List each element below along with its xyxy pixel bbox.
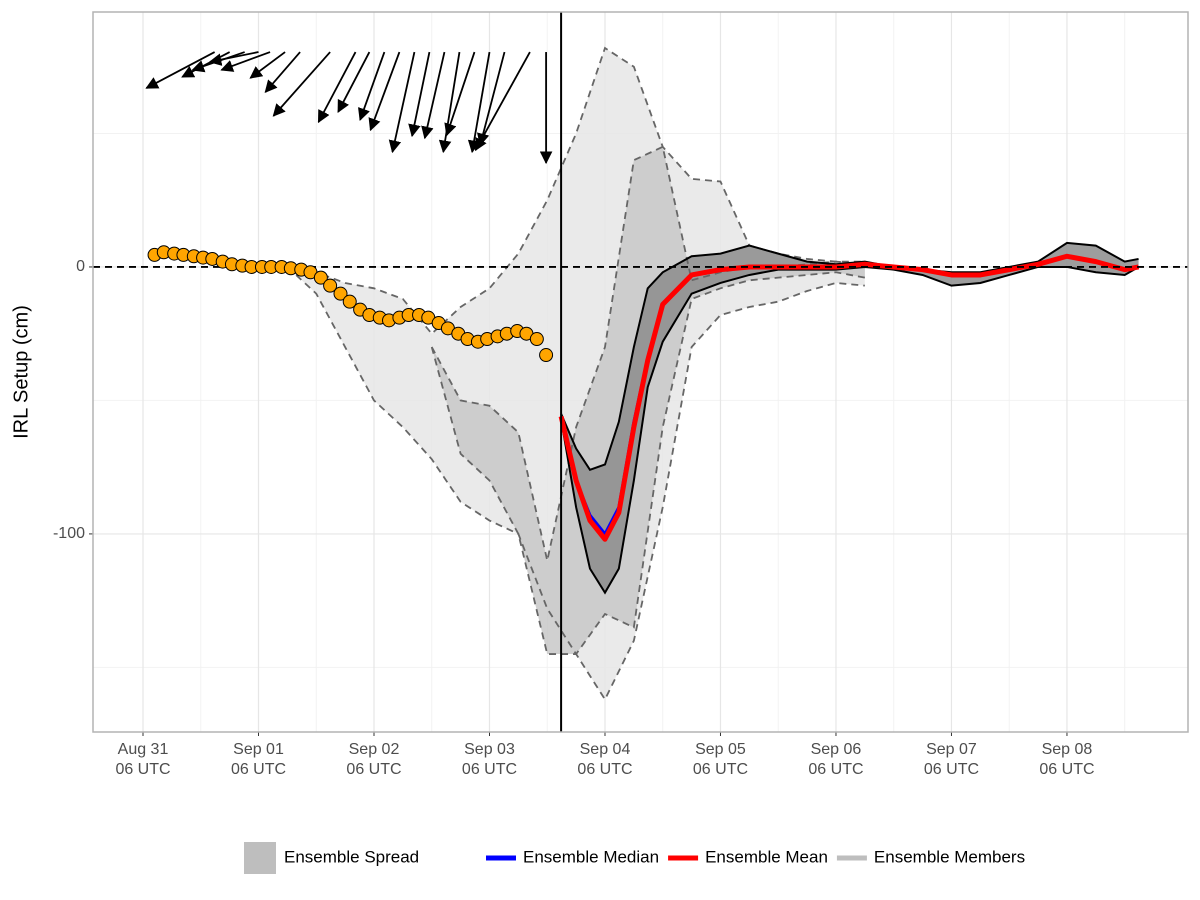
wind-arrow	[388, 51, 416, 154]
wind-arrow	[408, 51, 431, 138]
y-tick-label: -100	[53, 525, 85, 542]
x-tick-label: Sep 06 06 UTC	[808, 741, 864, 778]
wind-arrow	[264, 51, 301, 94]
members-edge	[560, 241, 1139, 472]
spread-edge	[287, 46, 865, 335]
members-envelope	[561, 242, 1139, 593]
observation	[529, 332, 544, 347]
legend-label: Ensemble Mean	[705, 847, 828, 866]
x-tick-label: Sep 01 06 UTC	[230, 741, 287, 778]
spread-edge	[430, 271, 866, 655]
wind-arrow	[337, 51, 371, 113]
observation	[333, 286, 348, 301]
x-tick-label: Sep 02 06 UTC	[346, 741, 402, 778]
observation	[342, 294, 357, 309]
x-tick-label: Sep 03 06 UTC	[461, 741, 518, 778]
legend-label: Ensemble Median	[523, 847, 659, 866]
observation	[539, 348, 554, 363]
y-tick-label: 0	[76, 258, 85, 275]
x-tick-label: Sep 04 06 UTC	[577, 741, 633, 778]
x-tick-label: Sep 05 06 UTC	[692, 741, 749, 778]
wind-arrow	[208, 51, 259, 66]
wind-arrow	[467, 51, 491, 154]
wind-arrow	[145, 51, 216, 89]
observation	[323, 278, 338, 293]
wind-arrow	[421, 51, 446, 140]
x-tick-label: Aug 31 06 UTC	[115, 741, 171, 778]
observation	[313, 270, 328, 285]
legend-label: Ensemble Spread	[284, 847, 419, 866]
wind-arrow	[249, 51, 286, 79]
plot-border	[92, 11, 1189, 733]
x-tick-label: Sep 07 06 UTC	[923, 741, 980, 778]
x-tick-label: Sep 08 06 UTC	[1039, 741, 1095, 778]
wind-arrow	[474, 51, 531, 152]
wind-arrow	[444, 51, 476, 137]
wind-arrow	[220, 51, 271, 72]
wind-arrow	[272, 51, 331, 117]
wind-arrow	[358, 51, 386, 122]
spread-band	[287, 48, 865, 700]
wind-arrow	[368, 51, 401, 132]
y-axis-label: IRL Setup (cm)	[10, 305, 32, 439]
wind-arrow	[317, 51, 357, 124]
legend-swatch	[244, 842, 276, 874]
wind-arrow	[477, 51, 506, 147]
legend-label: Ensemble Members	[874, 847, 1025, 866]
members-edge	[560, 265, 1140, 595]
